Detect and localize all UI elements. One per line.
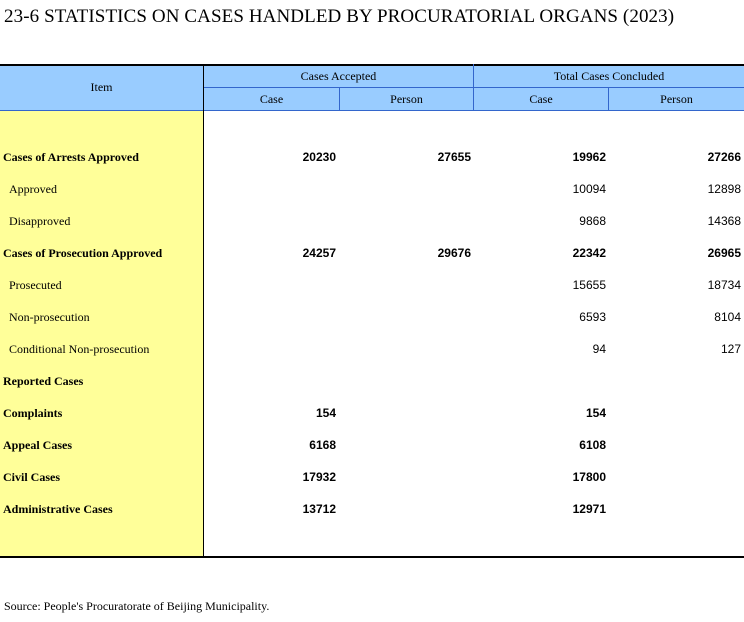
cell-value: 154 [315, 406, 336, 420]
cell-value: 6168 [309, 438, 336, 452]
cell-value: 27266 [707, 150, 741, 164]
cell-value: 27655 [437, 150, 471, 164]
cell-value: 12898 [707, 182, 741, 196]
header-concluded-case: Case [529, 92, 553, 106]
header-mid-border [204, 87, 744, 88]
row-label: Approved [9, 182, 57, 196]
table-title: 23-6 STATISTICS ON CASES HANDLED BY PROC… [4, 6, 675, 27]
cell-value: 6593 [579, 310, 606, 324]
cell-value: 29676 [437, 246, 471, 260]
header-accepted-case: Case [259, 92, 284, 106]
cell-value: 13712 [302, 502, 336, 516]
cell-value: 12971 [572, 502, 606, 516]
row-label: Conditional Non-prosecution [9, 342, 150, 356]
cell-value: 6108 [579, 438, 606, 452]
row-label: Reported Cases [3, 374, 84, 388]
cell-value: 127 [720, 342, 741, 356]
row-label: Appeal Cases [3, 438, 73, 452]
cell-value: 20230 [302, 150, 336, 164]
header-top-border [0, 64, 744, 66]
header-concluded-person: Person [660, 92, 693, 106]
cell-value: 154 [585, 406, 606, 420]
header-bottom-border [0, 110, 744, 111]
cell-value: 9868 [579, 214, 606, 228]
cell-value: 18734 [707, 278, 741, 292]
cell-value: 26965 [707, 246, 741, 260]
cell-value: 94 [592, 342, 606, 356]
divider-accepted-sub [339, 88, 340, 111]
cell-value: 19962 [572, 150, 606, 164]
table-bottom-border [0, 556, 744, 558]
row-label: Prosecuted [9, 278, 62, 292]
source-note: Source: People's Procuratorate of Beijin… [4, 599, 270, 613]
header-cases-accepted: Cases Accepted [300, 69, 377, 83]
row-label: Non-prosecution [9, 310, 90, 324]
header-accepted-person: Person [390, 92, 423, 106]
cell-value: 22342 [572, 246, 606, 260]
row-label: Cases of Prosecution Approved [3, 246, 163, 260]
cell-value: 17800 [572, 470, 606, 484]
item-column-background [0, 111, 203, 557]
cell-value: 17932 [302, 470, 336, 484]
divider-concluded-sub [608, 88, 609, 111]
row-label: Administrative Cases [3, 502, 113, 516]
row-label: Complaints [3, 406, 63, 420]
cell-value: 14368 [707, 214, 741, 228]
divider-item [203, 64, 204, 556]
row-label: Civil Cases [3, 470, 60, 484]
cell-value: 10094 [572, 182, 606, 196]
row-label: Disapproved [9, 214, 71, 228]
cell-value: 8104 [714, 310, 741, 324]
header-total-concluded: Total Cases Concluded [553, 69, 665, 83]
cell-value: 24257 [302, 246, 336, 260]
divider-groups [473, 64, 474, 111]
cell-value: 15655 [572, 278, 606, 292]
row-label: Cases of Arrests Approved [3, 150, 139, 164]
header-item: Item [90, 80, 113, 94]
